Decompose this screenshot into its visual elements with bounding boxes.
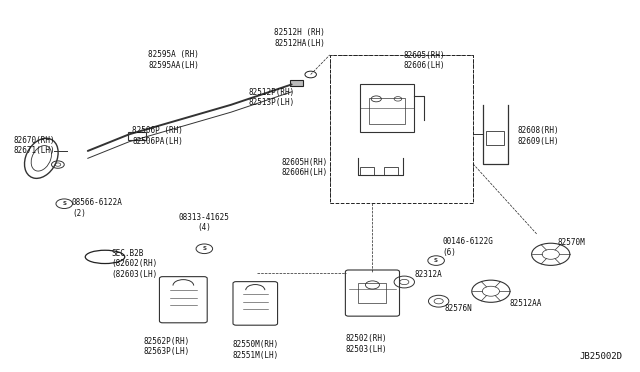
Text: 82512AA: 82512AA [510, 299, 542, 308]
Text: 82570M: 82570M [557, 238, 585, 247]
Text: 82502(RH)
82503(LH): 82502(RH) 82503(LH) [345, 334, 387, 354]
Text: S: S [202, 246, 206, 251]
Bar [330, 55, 473, 203]
Text: 82595A (RH)
82595AA(LH): 82595A (RH) 82595AA(LH) [148, 50, 199, 70]
Text: 08566-6122A
(2): 08566-6122A (2) [72, 198, 123, 218]
Bar [360, 84, 414, 132]
Text: 82605(RH)
82606(LH): 82605(RH) 82606(LH) [403, 51, 445, 70]
Text: 08313-41625
(4): 08313-41625 (4) [179, 213, 230, 232]
Text: 82562P(RH)
82563P(LH): 82562P(RH) 82563P(LH) [143, 337, 189, 356]
Text: 82608(RH)
82609(LH): 82608(RH) 82609(LH) [518, 126, 559, 146]
Bar [358, 283, 387, 304]
Text: 82506P (RH)
82506PA(LH): 82506P (RH) 82506PA(LH) [132, 126, 183, 146]
Bar [486, 131, 504, 145]
Bar [128, 132, 146, 140]
Text: 82512H (RH)
82512HA(LH): 82512H (RH) 82512HA(LH) [275, 28, 325, 48]
Text: SEC.B2B
(82602(RH)
(82603(LH): SEC.B2B (82602(RH) (82603(LH) [111, 249, 157, 279]
Text: 82576N: 82576N [444, 304, 472, 313]
Bar [369, 98, 404, 125]
Text: S: S [62, 201, 67, 206]
Bar [384, 167, 398, 175]
Bar [291, 80, 303, 86]
Bar [360, 167, 374, 175]
Text: 82605H(RH)
82606H(LH): 82605H(RH) 82606H(LH) [282, 158, 328, 177]
Text: 82512P(RH)
82513P(LH): 82512P(RH) 82513P(LH) [249, 88, 295, 107]
Text: 82550M(RH)
82551M(LH): 82550M(RH) 82551M(LH) [232, 340, 278, 360]
Text: 00146-6122G
(6): 00146-6122G (6) [442, 237, 493, 257]
Text: 82312A: 82312A [415, 270, 442, 279]
Text: 82670(RH)
82671(LH): 82670(RH) 82671(LH) [13, 136, 54, 155]
Text: JB25002D: JB25002D [580, 352, 623, 361]
Text: S: S [434, 258, 438, 263]
